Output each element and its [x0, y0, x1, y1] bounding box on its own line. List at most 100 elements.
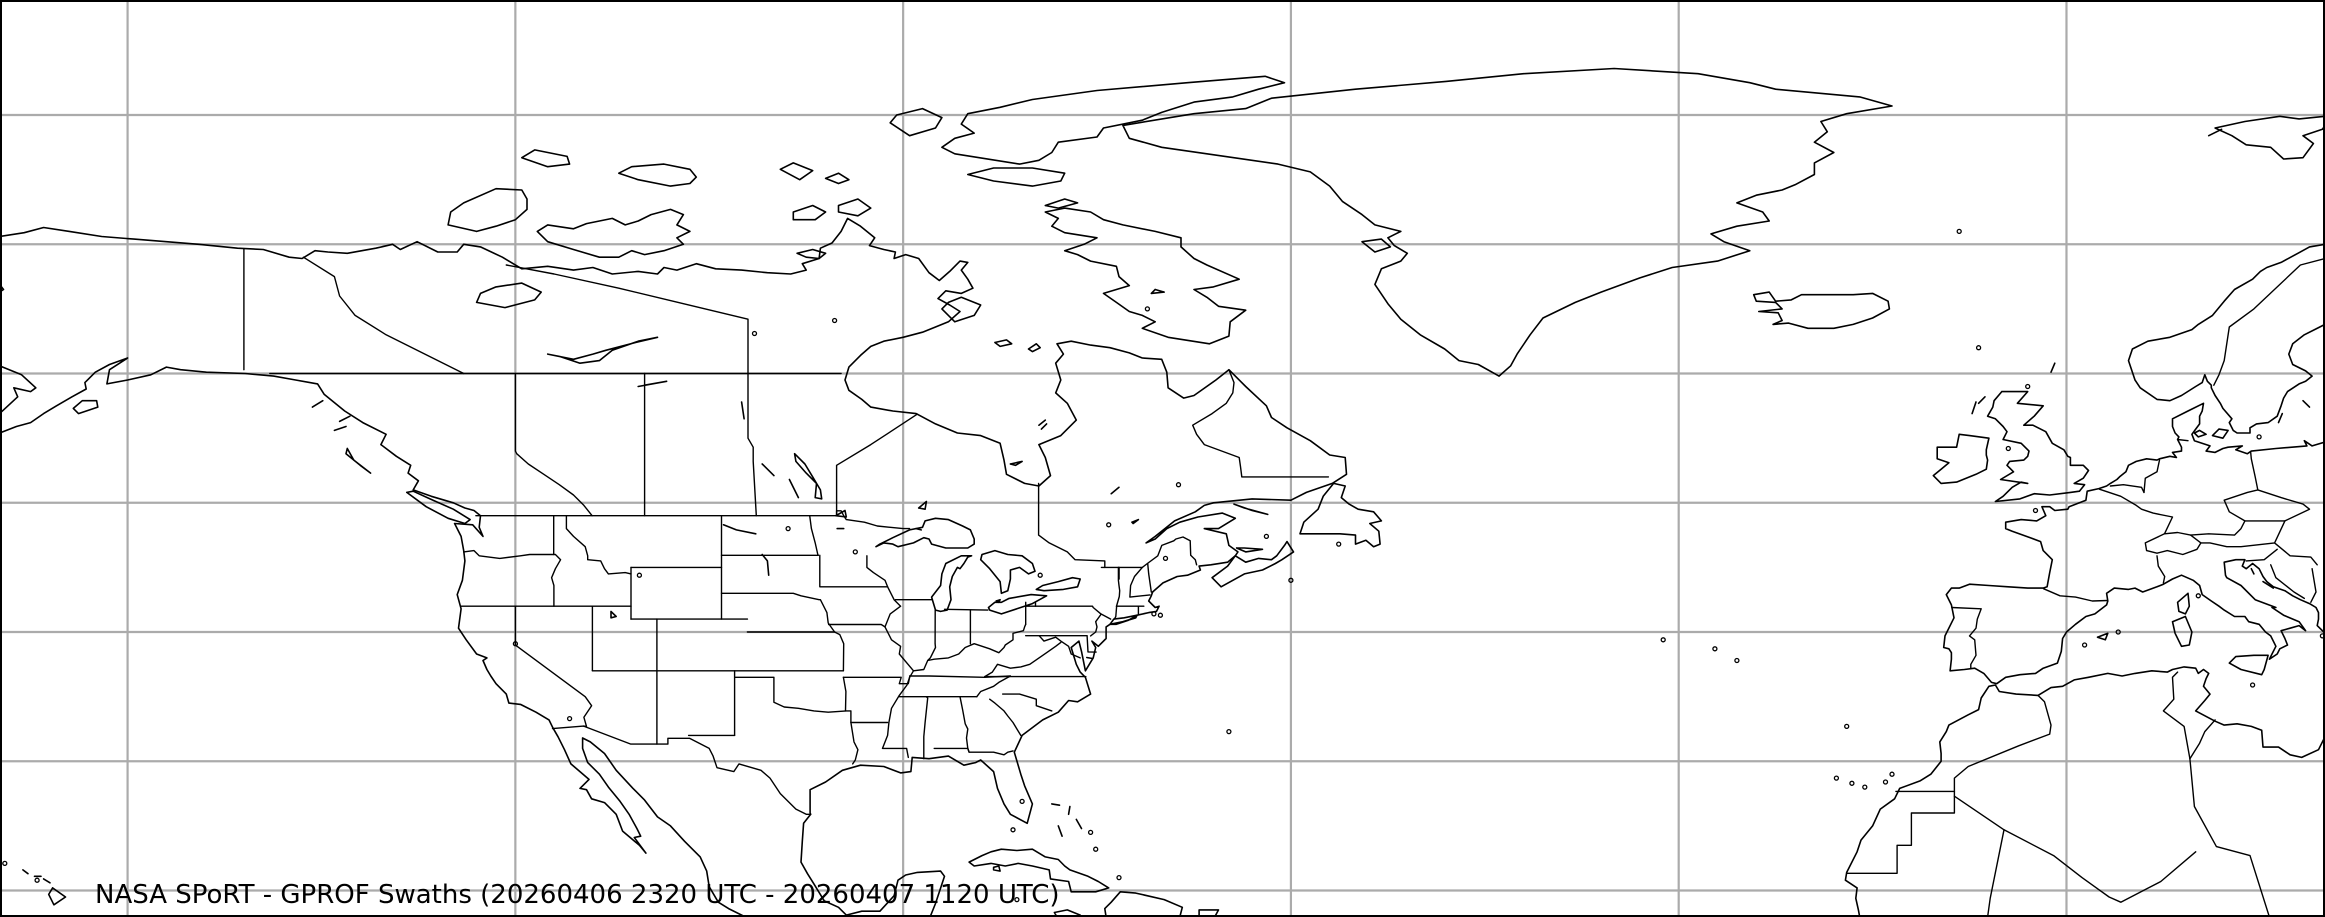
lake-michigan: [930, 555, 973, 613]
lake-tahoe: [512, 641, 519, 647]
canary-gran-canaria: [1862, 784, 1868, 790]
kauai: [2, 860, 8, 867]
andros: [1057, 825, 1063, 837]
ia-mo-line: [827, 623, 886, 628]
great-bear-lake: [475, 282, 542, 309]
jan-mayen: [1956, 228, 1962, 235]
croatian-islands-1: [2250, 567, 2255, 575]
axel-heiberg-island: [889, 107, 943, 137]
lake-athabasca: [637, 380, 668, 388]
mi-south-line: [943, 608, 989, 611]
vancouver-island: [406, 490, 471, 525]
menorca: [2115, 629, 2121, 635]
haida-gwaii: [345, 447, 372, 474]
svalbard: [2214, 115, 2325, 160]
map-title: NASA SPoRT - GPROF Swaths (20260406 2320…: [95, 880, 1060, 910]
on-qc-border: [1037, 482, 1106, 569]
dk-de-border: [2176, 438, 2189, 442]
lake-sakakawea: [722, 524, 757, 535]
id-mt: [565, 515, 632, 575]
ga-sc-border: [989, 698, 1022, 737]
lake-winnipegosis: [761, 463, 775, 477]
kodiak-island: [72, 399, 99, 415]
tn-ly-border: [2189, 719, 2216, 760]
pa-ny-42n: [1034, 605, 1112, 620]
cornwallis-island: [824, 172, 850, 185]
isla-de-la-juventud: [992, 865, 1001, 872]
tn-dz-border: [2162, 671, 2191, 760]
mb-on-border: [835, 413, 919, 517]
si-hr-border: [2245, 548, 2278, 562]
alexander-archipelago-2: [311, 399, 324, 408]
bristol-bay-coast: [0, 365, 37, 415]
ohio-river: [912, 623, 1027, 672]
lakes-layer: [475, 282, 1165, 619]
sicily: [2228, 654, 2269, 676]
yt-nwt-border: [302, 256, 465, 375]
bc-ab-border: [514, 372, 593, 517]
no-se-border: [2213, 257, 2325, 386]
lake-mistassini: [1110, 486, 1120, 495]
hispaniola-north: [1104, 891, 1184, 917]
bathurst-island: [779, 162, 814, 181]
alexander-archipelago-3: [333, 425, 347, 432]
qc-nl-border: [1192, 369, 1330, 478]
southampton-island: [941, 296, 982, 323]
africa-coast: [1844, 666, 2325, 917]
baffin-island: [1044, 207, 1247, 345]
lake-huron: [979, 549, 1036, 595]
azores-sao-miguel: [1734, 657, 1740, 664]
gouin-reservoir: [1106, 522, 1112, 528]
king-william-island: [796, 248, 827, 260]
nl-de-border: [2143, 459, 2161, 494]
dz-ml-ne-border: [2003, 829, 2197, 903]
greenland: [1122, 67, 1893, 377]
hr-ba-border: [2270, 564, 2305, 600]
oland: [2277, 412, 2284, 424]
alexander-archipelago-1: [338, 415, 351, 423]
us-canada-east: [1100, 536, 1198, 569]
rs-me-border: [2310, 568, 2317, 603]
yellowstone-lake: [636, 572, 643, 578]
lake-manitoba: [788, 478, 800, 499]
belcher-islands-1: [1038, 419, 1047, 426]
newfoundland: [1299, 482, 1383, 548]
ireland: [1932, 433, 1990, 485]
mn-west: [809, 515, 819, 556]
hu-hr-border: [2273, 542, 2318, 566]
nj-pa-delaware-river: [1089, 613, 1102, 637]
de-at-cz-pl-border: [2189, 451, 2259, 536]
pacific-coast-mexico-to-alaska: [0, 357, 747, 917]
fr-it-border: [2156, 555, 2166, 584]
cz-sk-border: [2257, 489, 2311, 522]
great-britain: [1986, 390, 2090, 503]
long-island: [1109, 614, 1138, 626]
mille-lacs: [852, 549, 858, 555]
mississippi-river: [866, 555, 915, 759]
sable-island: [1288, 577, 1294, 583]
sardinia: [2171, 615, 2193, 648]
eleuthera: [1075, 818, 1083, 830]
funen: [2193, 429, 2207, 438]
hebrides-1: [1971, 401, 1977, 415]
mallorca: [2096, 632, 2109, 641]
banks-island: [447, 187, 528, 233]
nwt-nu-border: [505, 264, 749, 375]
lake-ontario: [1035, 576, 1081, 592]
orkney: [2025, 383, 2031, 390]
nova-scotia: [1211, 540, 1295, 588]
lake-of-the-woods: [835, 509, 848, 518]
corsica: [2176, 592, 2191, 615]
amadjuak-lake: [1144, 306, 1151, 312]
lake-nipigon: [917, 500, 928, 510]
grand-bahama: [1051, 803, 1061, 806]
ma-dz-border: [1953, 694, 2052, 793]
lake-st-jean: [1131, 518, 1140, 525]
madeira: [1844, 723, 1850, 730]
nantucket: [1157, 612, 1164, 618]
de-md-border: [1086, 635, 1097, 653]
somerset-island: [837, 198, 872, 217]
pt-es-border: [1951, 606, 1982, 669]
